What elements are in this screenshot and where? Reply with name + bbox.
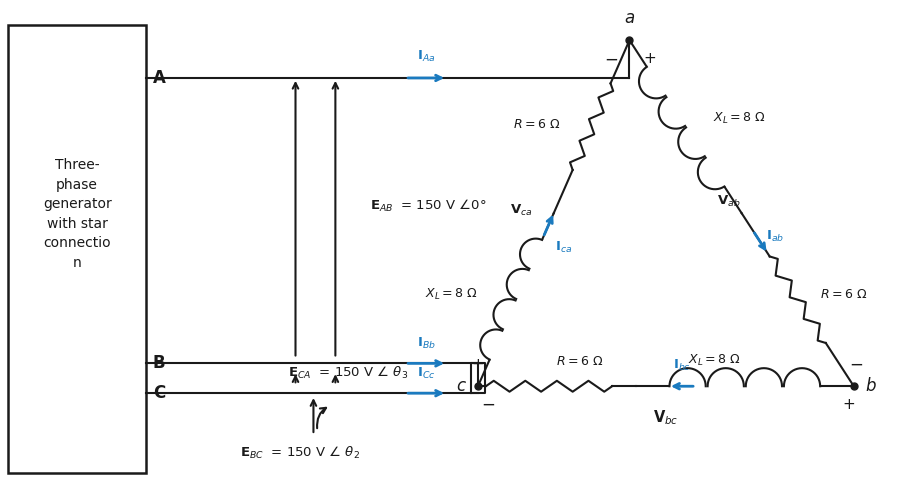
Text: $\mathbf{E}_{BC}$  = 150 V ∠ $\theta_2$: $\mathbf{E}_{BC}$ = 150 V ∠ $\theta_2$	[241, 445, 361, 461]
Text: $\mathbf{V}_{ab}$: $\mathbf{V}_{ab}$	[717, 194, 741, 209]
Text: B: B	[153, 354, 166, 372]
Text: $R = 6\ \Omega$: $R = 6\ \Omega$	[513, 118, 560, 131]
Text: −: −	[605, 51, 619, 69]
Text: $\mathbf{V}_{bc}$: $\mathbf{V}_{bc}$	[653, 408, 679, 427]
Text: $X_L = 8\ \Omega$: $X_L = 8\ \Omega$	[425, 287, 478, 302]
Text: $\mathbf{E}_{AB}$  = 150 V ∠0°: $\mathbf{E}_{AB}$ = 150 V ∠0°	[371, 198, 487, 214]
Text: A: A	[153, 69, 166, 87]
Text: b: b	[866, 377, 876, 395]
Text: $\mathbf{I}_{Aa}$: $\mathbf{I}_{Aa}$	[417, 49, 435, 64]
Text: +: +	[643, 50, 656, 65]
Text: $R = 6\ \Omega$: $R = 6\ \Omega$	[820, 288, 867, 301]
Text: $X_L = 8\ \Omega$: $X_L = 8\ \Omega$	[714, 111, 766, 126]
Text: $R = 6\ \Omega$: $R = 6\ \Omega$	[556, 355, 603, 368]
Text: $\mathbf{I}_{ab}$: $\mathbf{I}_{ab}$	[766, 229, 784, 244]
Text: $\mathbf{I}_{bc}$: $\mathbf{I}_{bc}$	[673, 358, 691, 373]
Text: C: C	[153, 384, 165, 402]
Text: Three-
phase
generator
with star
connectio
n: Three- phase generator with star connect…	[42, 159, 112, 270]
Bar	[8, 25, 146, 473]
Text: +: +	[843, 397, 856, 412]
Text: a: a	[624, 9, 634, 27]
Text: −: −	[849, 355, 863, 373]
Text: $\mathbf{E}_{CA}$  = 150 V ∠ $\theta_3$: $\mathbf{E}_{CA}$ = 150 V ∠ $\theta_3$	[288, 365, 408, 381]
Text: $\mathbf{I}_{Cc}$: $\mathbf{I}_{Cc}$	[417, 366, 435, 381]
Text: c: c	[455, 377, 465, 395]
Text: $\mathbf{I}_{Bb}$: $\mathbf{I}_{Bb}$	[417, 336, 435, 351]
Text: +: +	[471, 357, 484, 372]
Text: $X_L = 8\ \Omega$: $X_L = 8\ \Omega$	[689, 353, 741, 368]
Text: $\mathbf{I}_{ca}$: $\mathbf{I}_{ca}$	[555, 240, 573, 254]
Text: $\mathbf{V}_{ca}$: $\mathbf{V}_{ca}$	[510, 203, 532, 218]
Text: −: −	[481, 395, 495, 413]
